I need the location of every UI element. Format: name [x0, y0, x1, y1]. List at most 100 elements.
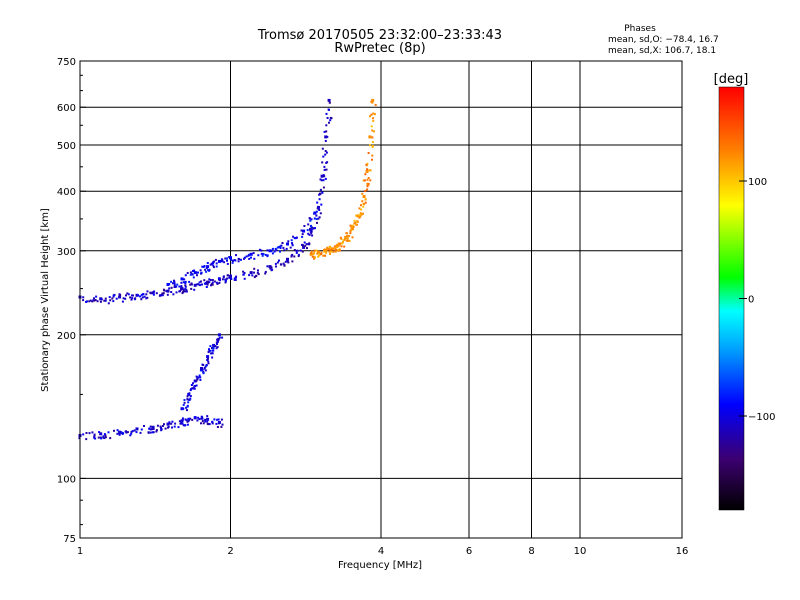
echo-dot [208, 423, 211, 426]
echo-dot [371, 101, 374, 104]
echo-dot [170, 280, 173, 283]
echo-dot [279, 250, 281, 253]
echo-dot [256, 271, 259, 274]
echo-dot [301, 250, 304, 253]
echo-dot [216, 426, 219, 428]
echo-dot [308, 233, 311, 236]
echo-dot [319, 193, 322, 196]
echo-dot [218, 277, 220, 280]
echo-dot [210, 284, 212, 287]
echo-dot [358, 214, 361, 217]
echo-dot [280, 244, 283, 247]
echo-dot [193, 288, 196, 291]
echo-dot [340, 245, 343, 248]
data-point [166, 289, 170, 293]
echo-dot [370, 125, 373, 128]
echo-dot [176, 283, 179, 286]
echo-dot [371, 129, 374, 132]
echo-dot [367, 152, 370, 154]
echo-dot [164, 427, 167, 430]
echo-dot [343, 238, 346, 241]
echo-dot [325, 251, 328, 254]
echo-dot [109, 437, 112, 440]
data-point [206, 265, 210, 269]
echo-dot [182, 281, 185, 284]
echo-dot [103, 299, 106, 302]
echo-dot [119, 293, 122, 296]
echo-dot [369, 115, 371, 118]
echo-dot [197, 271, 199, 274]
echo-dot [309, 227, 312, 230]
y-ticks: 75 100 200 300 400 500 600 750 [57, 57, 86, 545]
echo-dot [209, 345, 212, 348]
echo-dot [352, 225, 355, 228]
echo-dot [299, 249, 302, 252]
echo-dot [303, 241, 306, 244]
echo-dot [281, 242, 284, 244]
echo-dot [204, 420, 207, 423]
echo-dot [155, 292, 158, 295]
grid [79, 61, 683, 538]
echo-dot [348, 239, 351, 242]
echo-dot [329, 253, 331, 255]
echo-dot [250, 256, 252, 259]
echo-dot [320, 251, 323, 254]
echo-dot [260, 249, 263, 252]
echo-dot [253, 257, 256, 260]
echo-dot [147, 431, 150, 434]
echo-dot [192, 276, 195, 279]
echo-dot [181, 417, 184, 420]
echo-dot [222, 275, 225, 278]
echo-dot [159, 425, 162, 428]
echo-dot [178, 420, 181, 423]
echo-dot [116, 432, 119, 435]
echo-dot [168, 287, 171, 290]
echo-dot [226, 277, 228, 280]
echo-dot [300, 229, 303, 232]
echo-dot [168, 422, 171, 425]
colorbar-tick-label: 100 [748, 177, 767, 188]
data-point [317, 250, 320, 254]
echo-dot [226, 257, 229, 260]
echo-dot [238, 258, 241, 261]
echo-dot [91, 431, 94, 434]
echo-dot [295, 249, 298, 252]
echo-dot [210, 352, 212, 355]
echo-dot [269, 267, 272, 270]
data-point [99, 297, 103, 301]
colorbar: [deg] 100 0 −100 [714, 72, 775, 511]
echo-dot [197, 283, 200, 286]
echo-dot [204, 365, 207, 368]
echo-dot [207, 360, 210, 363]
echo-dot [320, 179, 323, 182]
echo-dot [346, 237, 349, 240]
echo-dot [353, 219, 356, 222]
echo-dot [319, 212, 322, 215]
data-point [350, 226, 354, 230]
echo-dot [198, 418, 201, 421]
echo-dot [371, 141, 374, 143]
echo-dot [309, 219, 312, 222]
echo-dot [230, 259, 233, 261]
echo-dot [131, 430, 134, 433]
echo-dot [160, 427, 162, 429]
echo-dot [196, 274, 198, 277]
echo-dot [152, 428, 155, 430]
echo-dot [283, 249, 286, 252]
echo-dot [324, 177, 327, 180]
legend-line-o: mean, sd,O: −78.4, 16.7 [608, 35, 719, 45]
echo-dot [243, 257, 245, 260]
echo-dot [367, 177, 370, 179]
echo-dot [206, 358, 209, 360]
legend-title: Phases [624, 24, 656, 34]
echo-dot [369, 169, 372, 172]
echo-dot [173, 280, 176, 283]
echo-dot [111, 297, 114, 300]
y-tick-label: 75 [63, 534, 76, 545]
echo-dot [193, 387, 196, 390]
echo-dot [341, 242, 343, 245]
echo-dot [273, 250, 276, 253]
data-point [249, 252, 253, 256]
echo-dot [325, 130, 328, 133]
data-point [151, 291, 155, 295]
